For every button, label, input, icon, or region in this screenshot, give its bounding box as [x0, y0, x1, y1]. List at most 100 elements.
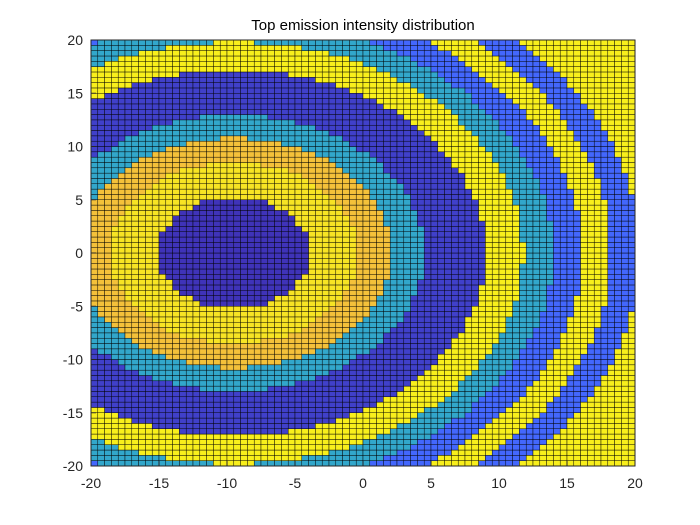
- heatmap-cell: [444, 247, 452, 254]
- heatmap-cell: [301, 50, 309, 57]
- heatmap-cell: [498, 93, 507, 99]
- heatmap-cell: [165, 103, 173, 110]
- heatmap-cell: [158, 66, 167, 73]
- heatmap-cell: [226, 444, 235, 451]
- heatmap-cell: [287, 130, 296, 137]
- heatmap-cell: [281, 178, 289, 184]
- heatmap-cell: [206, 306, 214, 312]
- heatmap-cell: [213, 252, 221, 259]
- heatmap-cell: [274, 263, 282, 270]
- heatmap-cell: [417, 258, 425, 264]
- heatmap-cell: [505, 316, 513, 323]
- heatmap-cell: [233, 114, 241, 121]
- heatmap-cell: [185, 332, 194, 339]
- heatmap-cell: [301, 258, 309, 264]
- heatmap-cell: [219, 348, 228, 355]
- heatmap-cell: [328, 210, 337, 216]
- heatmap-cell: [213, 412, 221, 419]
- heatmap-cell: [226, 194, 235, 200]
- heatmap-cell: [349, 375, 357, 382]
- heatmap-cell: [219, 103, 228, 110]
- heatmap-cell: [403, 210, 411, 216]
- heatmap-cell: [192, 77, 201, 83]
- heatmap-cell: [308, 290, 316, 296]
- heatmap-cell: [145, 391, 153, 398]
- heatmap-cell: [158, 55, 167, 62]
- heatmap-cell: [131, 428, 139, 435]
- heatmap-cell: [498, 455, 507, 461]
- heatmap-cell: [90, 348, 99, 355]
- heatmap-cell: [417, 295, 425, 302]
- heatmap-cell: [471, 353, 479, 360]
- heatmap-cell: [417, 412, 425, 419]
- heatmap-cell: [335, 353, 343, 360]
- heatmap-cell: [315, 50, 323, 57]
- heatmap-cell: [165, 444, 173, 451]
- heatmap-cell: [471, 109, 479, 115]
- heatmap-cell: [389, 401, 398, 408]
- heatmap-cell: [111, 66, 119, 73]
- heatmap-cell: [281, 428, 289, 435]
- heatmap-cell: [457, 444, 466, 451]
- heatmap-cell: [247, 130, 255, 137]
- heatmap-cell: [294, 284, 303, 291]
- heatmap-cell: [111, 236, 119, 243]
- heatmap-cell: [192, 407, 201, 413]
- heatmap-cell: [117, 290, 126, 296]
- heatmap-cell: [355, 77, 364, 83]
- heatmap-cell: [281, 199, 289, 206]
- heatmap-cell: [505, 279, 513, 286]
- heatmap-cell: [131, 156, 139, 163]
- heatmap-cell: [131, 119, 139, 126]
- heatmap-cell: [369, 50, 377, 57]
- heatmap-cell: [335, 252, 343, 259]
- heatmap-cell: [369, 433, 377, 440]
- heatmap-cell: [437, 194, 445, 200]
- heatmap-cell: [349, 162, 357, 169]
- heatmap-cell: [219, 364, 228, 371]
- heatmap-cell: [362, 242, 371, 248]
- heatmap-cell: [444, 263, 452, 270]
- heatmap-cell: [430, 247, 439, 254]
- heatmap-cell: [410, 300, 418, 307]
- heatmap-cell: [444, 433, 452, 440]
- heatmap-cell: [396, 412, 405, 419]
- heatmap-cell: [226, 220, 235, 227]
- heatmap-cell: [206, 242, 214, 248]
- heatmap-cell: [417, 119, 425, 126]
- heatmap-cell: [219, 204, 228, 211]
- heatmap-cell: [335, 162, 343, 169]
- heatmap-cell: [206, 114, 214, 121]
- heatmap-cell: [464, 396, 473, 403]
- heatmap-cell: [165, 274, 173, 280]
- heatmap-cell: [233, 194, 241, 200]
- heatmap-cell: [260, 103, 269, 110]
- heatmap-cell: [281, 439, 289, 445]
- heatmap-cell: [145, 290, 153, 296]
- heatmap-cell: [308, 274, 316, 280]
- heatmap-cell: [335, 343, 343, 350]
- heatmap-cell: [179, 455, 187, 461]
- heatmap-cell: [403, 87, 411, 94]
- heatmap-cell: [199, 300, 207, 307]
- heatmap-cell: [172, 428, 180, 435]
- heatmap-cell: [104, 242, 112, 248]
- heatmap-cell: [192, 45, 201, 51]
- heatmap-cell: [369, 236, 377, 243]
- heatmap-cell: [478, 178, 486, 184]
- heatmap-cell: [281, 183, 289, 190]
- heatmap-cell: [376, 204, 384, 211]
- heatmap-cell: [444, 242, 452, 248]
- heatmap-cell: [90, 199, 99, 206]
- heatmap-cell: [403, 290, 411, 296]
- heatmap-cell: [376, 66, 384, 73]
- heatmap-cell: [287, 375, 296, 382]
- heatmap-cell: [192, 258, 201, 264]
- heatmap-cell: [260, 231, 269, 238]
- heatmap-cell: [104, 119, 112, 126]
- heatmap-cell: [369, 375, 377, 382]
- heatmap-cell: [376, 449, 384, 456]
- heatmap-cell: [274, 423, 282, 429]
- heatmap-cell: [430, 109, 439, 115]
- heatmap-cell: [498, 61, 507, 67]
